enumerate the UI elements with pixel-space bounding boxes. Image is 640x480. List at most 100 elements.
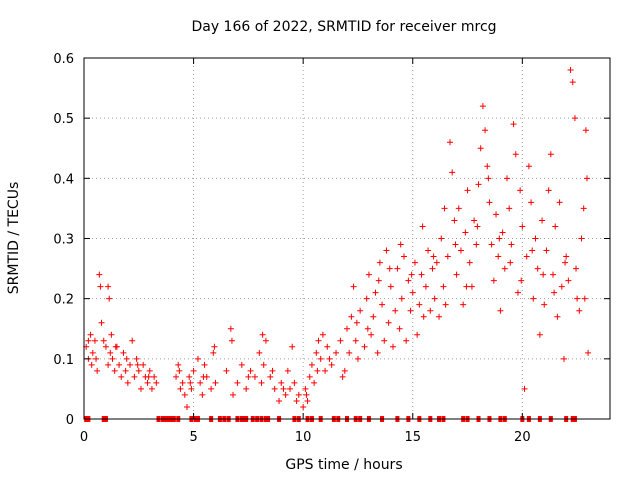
data-point	[463, 283, 470, 290]
tick-labels: 0 5 10 15 20 0 0.1 0.2 0.3 0.4 0.5 0.6	[53, 52, 610, 445]
data-point	[289, 343, 296, 350]
data-point	[271, 385, 278, 392]
data-point	[499, 229, 506, 236]
data-point	[234, 379, 241, 386]
data-point	[91, 337, 98, 344]
data-point	[383, 247, 390, 254]
data-point	[212, 379, 219, 386]
data-point	[529, 247, 536, 254]
data-point	[462, 229, 469, 236]
data-point	[427, 307, 434, 314]
data-point	[105, 283, 112, 290]
data-point	[430, 253, 437, 260]
data-point	[175, 361, 182, 368]
data-point	[106, 295, 113, 302]
data-point	[211, 343, 218, 350]
data-point	[477, 145, 484, 152]
data-point	[411, 259, 418, 266]
data-point	[387, 283, 394, 290]
data-point	[88, 361, 95, 368]
data-point	[287, 385, 294, 392]
data-point	[444, 253, 451, 260]
data-point	[146, 367, 153, 374]
data-point	[497, 307, 504, 314]
grid	[84, 58, 610, 419]
data-point	[151, 373, 158, 380]
data-point	[109, 355, 116, 362]
data-point	[416, 301, 423, 308]
data-point	[354, 355, 361, 362]
data-point	[397, 241, 404, 248]
data-point	[123, 355, 130, 362]
data-point	[127, 361, 134, 368]
data-point	[326, 355, 333, 362]
data-point	[466, 259, 473, 266]
data-point	[370, 313, 377, 320]
data-point	[199, 391, 206, 398]
data-point	[344, 325, 350, 332]
data-point	[379, 301, 386, 308]
data-point	[431, 295, 438, 302]
data-point	[368, 331, 375, 338]
data-point	[438, 235, 445, 242]
data-point	[282, 391, 289, 398]
data-point	[530, 295, 537, 302]
data-point	[311, 379, 318, 386]
data-point	[333, 349, 340, 356]
data-point	[134, 361, 141, 368]
data-point	[372, 289, 379, 296]
data-point	[293, 397, 300, 404]
data-point	[551, 289, 558, 296]
data-point	[260, 361, 267, 368]
data-point	[137, 385, 144, 392]
data-point	[314, 367, 321, 374]
data-point	[484, 163, 491, 170]
data-point	[186, 373, 193, 380]
data-point	[120, 349, 127, 356]
data-point	[94, 367, 101, 374]
data-point	[392, 307, 399, 314]
y-tick-label: 0.1	[53, 353, 74, 368]
y-axis-title: SRMTID / TECUs	[6, 182, 22, 295]
data-point	[400, 253, 407, 260]
data-point	[153, 379, 160, 386]
data-point	[201, 361, 208, 368]
data-point	[238, 361, 245, 368]
data-point	[521, 385, 528, 392]
data-point	[582, 127, 589, 134]
data-point	[144, 379, 151, 386]
data-point	[317, 355, 324, 362]
data-point	[306, 373, 313, 380]
data-point	[503, 175, 510, 182]
data-point	[194, 355, 201, 362]
data-point	[364, 325, 371, 332]
data-point	[111, 367, 118, 374]
data-point	[129, 337, 136, 344]
data-point	[493, 211, 500, 218]
data-point	[133, 355, 140, 362]
data-point	[341, 367, 348, 374]
data-point	[414, 331, 421, 338]
data-point	[403, 337, 410, 344]
data-point	[506, 205, 513, 212]
data-point	[452, 241, 459, 248]
data-point	[179, 379, 186, 386]
data-point	[528, 199, 535, 206]
data-point	[460, 301, 467, 308]
data-point	[262, 337, 269, 344]
data-point	[276, 397, 283, 404]
data-point	[322, 367, 329, 374]
data-point	[554, 313, 561, 320]
data-point	[200, 373, 207, 380]
data-point	[93, 355, 100, 362]
data-point	[510, 121, 517, 128]
data-point	[436, 313, 443, 320]
data-point	[105, 361, 112, 368]
x-tick-label: 20	[514, 430, 531, 445]
data-point	[408, 271, 415, 278]
data-point	[486, 199, 493, 206]
data-point	[187, 379, 194, 386]
data-point	[278, 379, 285, 386]
data-point	[547, 151, 554, 158]
data-point	[87, 331, 94, 338]
